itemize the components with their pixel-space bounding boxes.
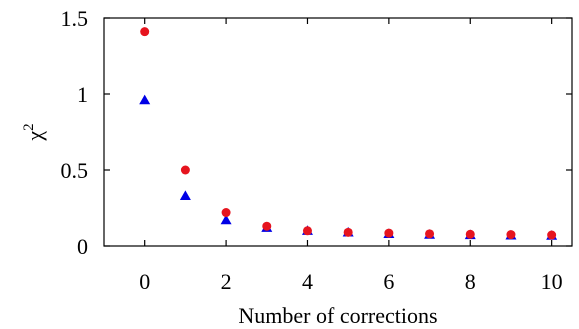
y-axis-label-superscript: 2: [21, 123, 37, 131]
series-1-point-0: [140, 27, 150, 37]
y-tick-label-1: 0.5: [61, 158, 89, 183]
series-1-point-1: [180, 165, 190, 175]
y-tick-label-3: 1.5: [61, 6, 89, 31]
series-1-point-2: [221, 208, 231, 218]
series-0-point-2: [220, 214, 232, 225]
x-tick-label-5: 10: [541, 269, 563, 294]
data-points: [139, 27, 558, 240]
tick-labels: 0 2 4 6 8 10 0 0.5 1 1.5: [61, 6, 563, 294]
y-tick-label-0: 0: [77, 234, 88, 259]
series-1-point-7: [425, 229, 435, 239]
series-1-point-8: [465, 229, 475, 239]
series-1-point-5: [343, 227, 353, 237]
x-tick-label-1: 2: [221, 269, 232, 294]
x-axis-label: Number of corrections: [238, 303, 437, 328]
x-tick-label-4: 8: [465, 269, 476, 294]
series-1-point-4: [302, 226, 312, 236]
x-tick-label-3: 6: [383, 269, 394, 294]
y-axis-label-group: χ2: [21, 123, 47, 141]
y-tick-label-2: 1: [77, 82, 88, 107]
series-1-point-6: [384, 228, 394, 238]
series-1-point-10: [547, 230, 557, 240]
series-1-point-3: [262, 221, 272, 231]
axis-ticks: [104, 17, 572, 247]
series-1-point-9: [506, 230, 516, 240]
x-tick-label-2: 4: [302, 269, 313, 294]
y-axis-label-base: χ: [22, 131, 47, 142]
plot-frame: [103, 17, 573, 247]
y-axis-label: χ2: [21, 123, 47, 141]
x-tick-label-0: 0: [139, 269, 150, 294]
series-0-point-0: [139, 94, 151, 105]
series-0-point-1: [179, 190, 191, 200]
